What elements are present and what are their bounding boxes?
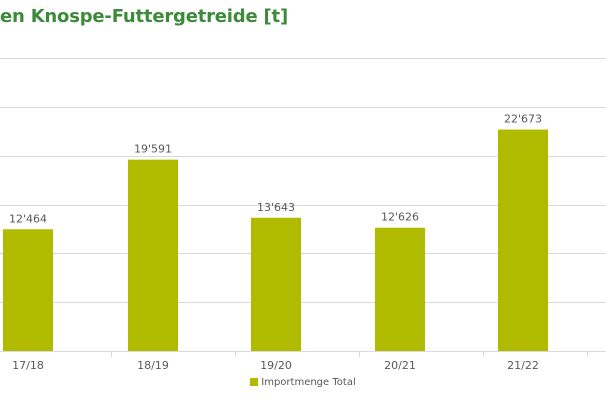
x-tick-label: 19/20 (260, 359, 292, 372)
bar-21-22 (498, 129, 548, 351)
x-tick-label: 20/21 (384, 359, 416, 372)
x-tick-label: 18/19 (137, 359, 169, 372)
data-label: 19'591 (134, 143, 172, 156)
x-axis-ticks: 17/18 18/19 19/20 20/21 21/22 (12, 359, 539, 372)
legend: Importmenge Total (0, 377, 606, 388)
data-label: 12'464 (9, 212, 47, 225)
data-label: 13'643 (257, 201, 295, 214)
data-label: 12'626 (381, 211, 419, 224)
bar-20-21 (375, 227, 425, 351)
x-tick-label: 17/18 (12, 359, 44, 372)
x-tick-label: 21/22 (507, 359, 539, 372)
bar-17-18 (3, 229, 53, 351)
bar-18-19 (128, 159, 178, 351)
chart-title: en Knospe-Futtergetreide [t] (0, 6, 288, 27)
legend-label: Importmenge Total (261, 377, 356, 388)
bar-19-20 (251, 217, 301, 351)
data-label: 22'673 (504, 113, 542, 126)
bar-series (3, 129, 548, 351)
legend-swatch (250, 378, 259, 386)
data-labels: 12'464 19'591 13'643 12'626 22'673 (9, 113, 542, 226)
